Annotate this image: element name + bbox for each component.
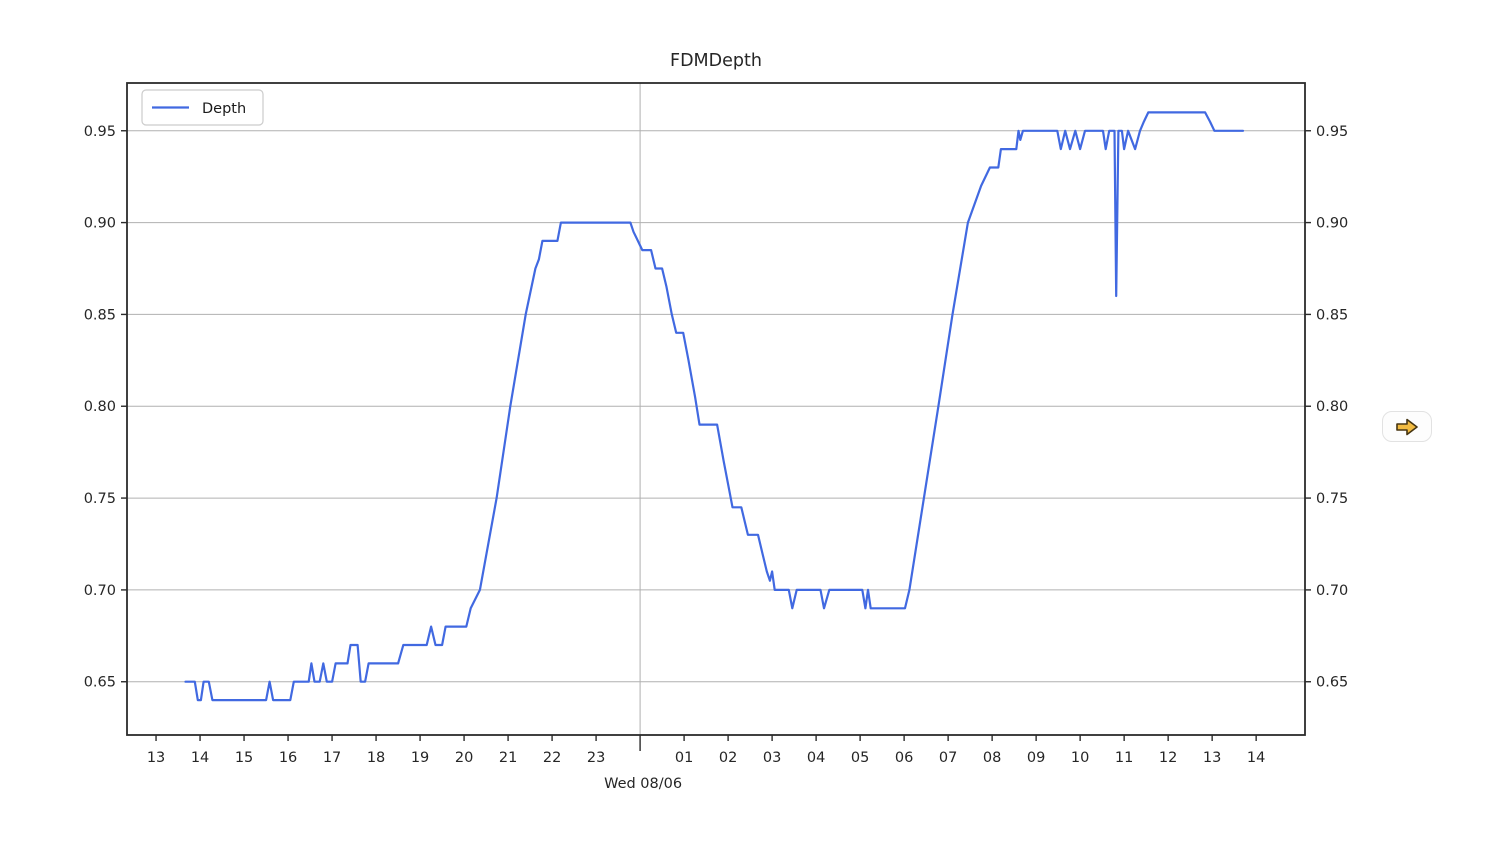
x-tick-label: 16 [279, 750, 297, 766]
axis-tick-labels: 0.65 0.65 0.70 0.70 0.75 0.75 0.80 0.80 0.85 0.85… [84, 124, 1349, 766]
x-tick-label: 06 [895, 750, 913, 766]
arrow-right-icon [1396, 418, 1418, 435]
x-tick-label: 15 [235, 750, 253, 766]
y-tick-label-right: 0.95 [1316, 124, 1348, 140]
chart-title: FDMDepth [670, 51, 762, 71]
axis-ticks [121, 130, 1311, 751]
x-tick-label: 05 [851, 750, 869, 766]
y-tick-label-left: 0.80 [84, 399, 116, 415]
y-tick-label-right: 0.65 [1316, 675, 1348, 691]
x-tick-label: 18 [367, 750, 385, 766]
x-tick-label: 19 [411, 750, 429, 766]
y-tick-label-left: 0.90 [84, 216, 116, 232]
x-tick-label: 20 [455, 750, 473, 766]
x-tick-label: 02 [719, 750, 737, 766]
x-axis-date-label: Wed 08/06 [604, 776, 682, 792]
x-tick-label: 01 [675, 750, 693, 766]
x-tick-label: 03 [763, 750, 781, 766]
y-tick-label-left: 0.85 [84, 307, 116, 323]
x-tick-label: 11 [1115, 750, 1133, 766]
x-tick-label: 10 [1071, 750, 1089, 766]
x-tick-label: 14 [191, 750, 209, 766]
legend-box: Depth [141, 89, 264, 126]
x-tick-label: 07 [939, 750, 957, 766]
legend-label: Depth [202, 101, 246, 117]
legend-frame [141, 89, 264, 126]
depth-line-series [184, 111, 1245, 702]
x-tick-label: 17 [323, 750, 341, 766]
plot-border [126, 82, 1306, 736]
x-tick-label: 14 [1247, 750, 1265, 766]
grid-lines [127, 83, 1305, 735]
y-tick-label-right: 0.70 [1316, 583, 1348, 599]
y-tick-label-left: 0.75 [84, 491, 116, 507]
x-tick-label: 04 [807, 750, 825, 766]
x-tick-label: 13 [147, 750, 165, 766]
y-tick-label-left: 0.65 [84, 675, 116, 691]
x-tick-label: 09 [1027, 750, 1045, 766]
y-tick-label-right: 0.90 [1316, 216, 1348, 232]
y-tick-label-right: 0.75 [1316, 491, 1348, 507]
x-tick-label: 08 [983, 750, 1001, 766]
depth-line [184, 111, 1245, 702]
x-tick-label: 12 [1159, 750, 1177, 766]
x-tick-label: 23 [587, 750, 605, 766]
x-tick-label: 13 [1203, 750, 1221, 766]
x-tick-label: 22 [543, 750, 561, 766]
next-button[interactable] [1382, 411, 1432, 442]
y-tick-label-right: 0.85 [1316, 307, 1348, 323]
y-tick-label-left: 0.95 [84, 124, 116, 140]
y-tick-label-right: 0.80 [1316, 399, 1348, 415]
x-tick-label: 21 [499, 750, 517, 766]
y-tick-label-left: 0.70 [84, 583, 116, 599]
